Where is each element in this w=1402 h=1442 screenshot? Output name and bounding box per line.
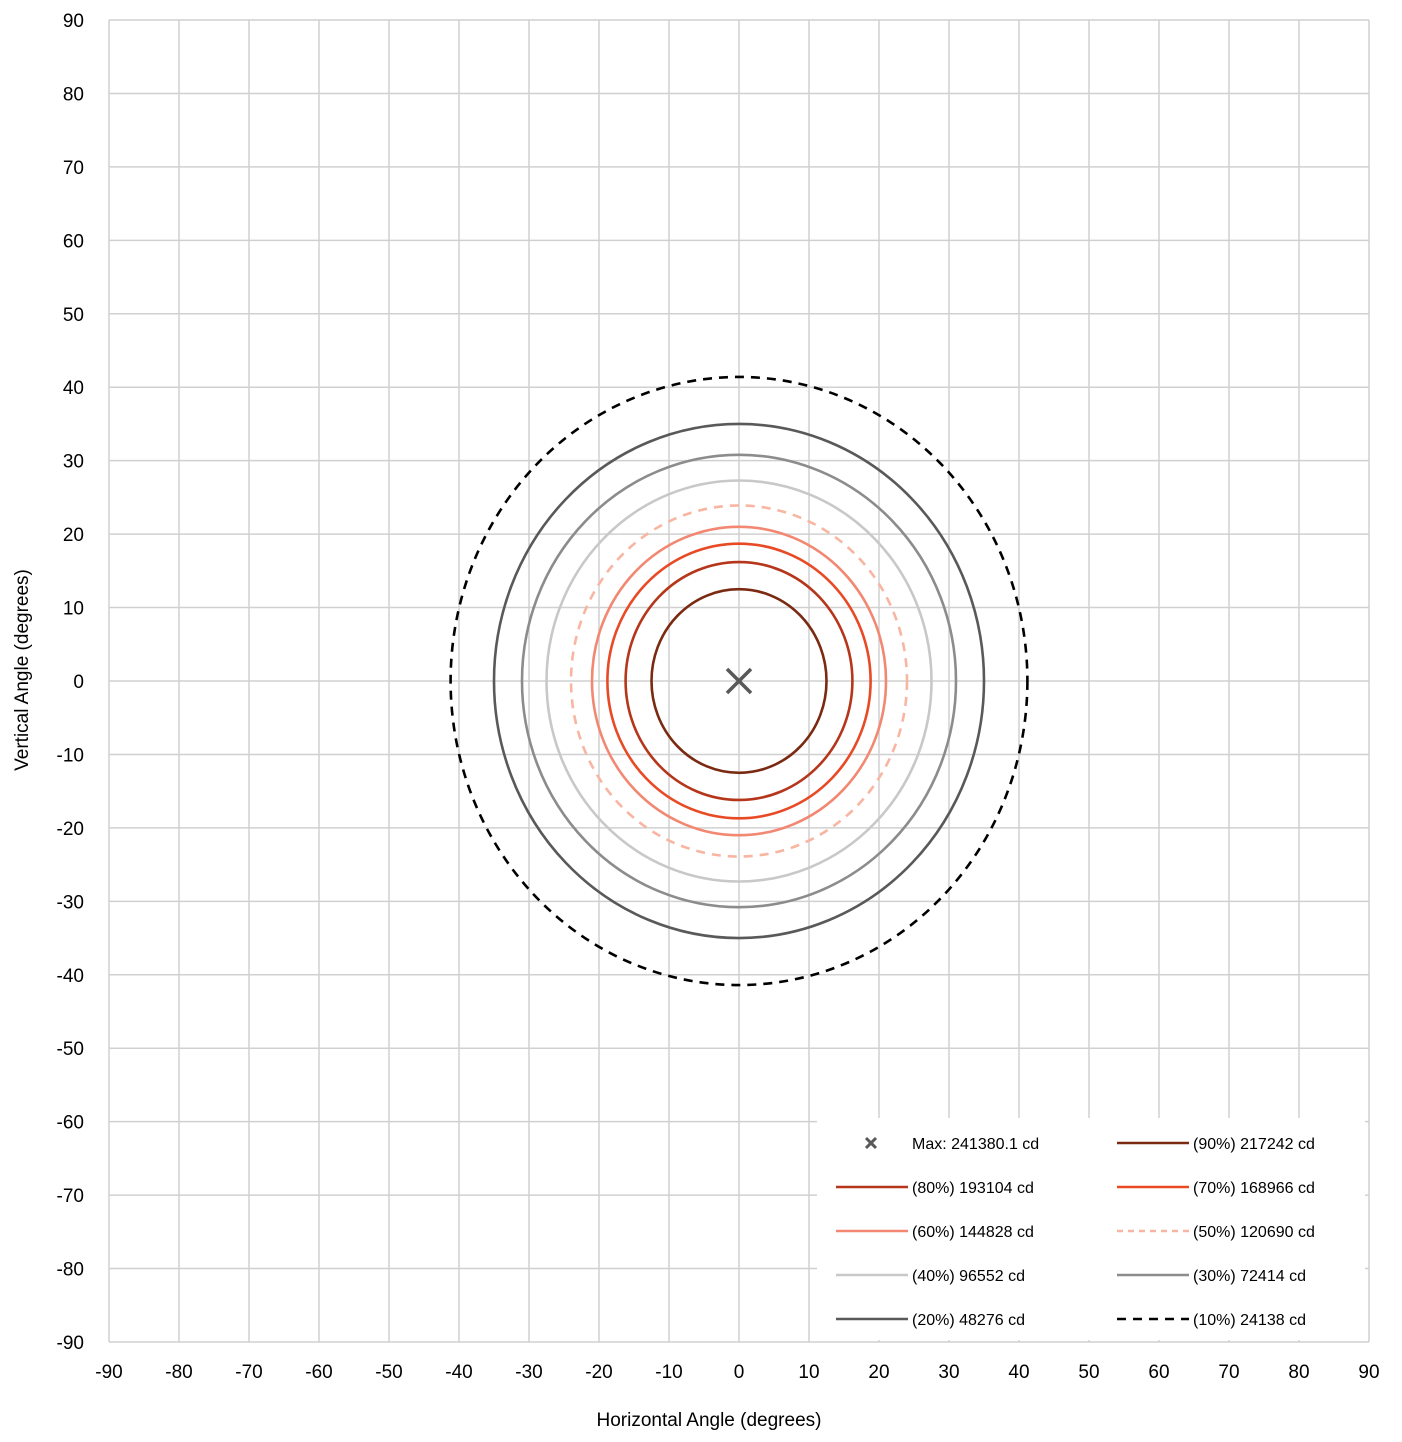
max-marker (725, 667, 753, 695)
x-tick-label: 50 (1078, 1362, 1099, 1383)
y-tick-label: 50 (63, 305, 84, 326)
y-axis-ticks: 90 80 70 60 50 40 30 20 10 0 -10 -20 -30 -40 -50 -60 -70… (57, 11, 84, 1354)
contour-line (569, 504, 909, 858)
x-tick-label: -10 (655, 1362, 682, 1383)
y-tick-label: -30 (57, 892, 84, 913)
x-tick-label: 20 (868, 1362, 889, 1383)
x-tick-label: -90 (95, 1362, 122, 1383)
x-tick-label: 40 (1008, 1362, 1029, 1383)
y-axis-title: Vertical Angle (degrees) (12, 569, 33, 771)
x-tick-label: -30 (515, 1362, 542, 1383)
x-tick-label: 30 (938, 1362, 959, 1383)
y-tick-label: 10 (63, 599, 84, 620)
max-marker-stroke (725, 667, 753, 695)
y-tick-label: 90 (63, 11, 84, 32)
contour-line (606, 542, 872, 820)
legend-label: (80%) 193104 cd (912, 1180, 1034, 1197)
x-axis-ticks: -90 -80 -70 -60 -50 -40 -30 -20 -10 0 10 20 30 40 50 60… (95, 1362, 1379, 1383)
legend-label: (90%) 217242 cd (1193, 1136, 1315, 1153)
legend-label: (40%) 96552 cd (912, 1268, 1025, 1285)
legend-label: (60%) 144828 cd (912, 1224, 1034, 1241)
legend-label: (30%) 72414 cd (1193, 1268, 1306, 1285)
contour-line (449, 375, 1029, 987)
y-tick-label: 80 (63, 84, 84, 105)
contour-line (624, 560, 854, 802)
x-tick-label: -50 (375, 1362, 402, 1383)
legend: Max: 241380.1 cd (90%) 217242 cd (80%) 193… (817, 1118, 1365, 1340)
legend-box (817, 1118, 1365, 1340)
legend-label: Max: 241380.1 cd (912, 1136, 1039, 1153)
y-tick-label: -80 (57, 1260, 84, 1281)
x-tick-label: 70 (1218, 1362, 1239, 1383)
contour-line (545, 479, 933, 883)
x-tick-label: -80 (165, 1362, 192, 1383)
x-tick-label: 90 (1358, 1362, 1379, 1383)
x-tick-label: -20 (585, 1362, 612, 1383)
x-tick-label: -70 (235, 1362, 262, 1383)
x-axis-title: Horizontal Angle (degrees) (597, 1410, 822, 1431)
contour-line (520, 453, 958, 909)
x-tick-label: -40 (445, 1362, 472, 1383)
contour-lines (449, 375, 1029, 987)
y-tick-label: 60 (63, 231, 84, 252)
contour-line (650, 587, 828, 775)
y-tick-label: 70 (63, 158, 84, 179)
y-tick-label: 0 (73, 672, 84, 693)
y-tick-label: 20 (63, 525, 84, 546)
y-tick-label: -90 (57, 1333, 84, 1354)
y-tick-label: -70 (57, 1186, 84, 1207)
y-tick-label: -50 (57, 1039, 84, 1060)
y-tick-label: -20 (57, 819, 84, 840)
legend-label: (70%) 168966 cd (1193, 1180, 1315, 1197)
y-tick-label: -10 (57, 745, 84, 766)
legend-label: (50%) 120690 cd (1193, 1224, 1315, 1241)
y-tick-label: -60 (57, 1113, 84, 1134)
legend-label: (20%) 48276 cd (912, 1312, 1025, 1329)
x-tick-label: 0 (734, 1362, 745, 1383)
x-tick-label: -60 (305, 1362, 332, 1383)
x-tick-label: 10 (798, 1362, 819, 1383)
x-tick-label: 60 (1148, 1362, 1169, 1383)
y-tick-label: 30 (63, 452, 84, 473)
contour-line (590, 525, 888, 837)
legend-label: (10%) 24138 cd (1193, 1312, 1306, 1329)
y-tick-label: 40 (63, 378, 84, 399)
x-tick-label: 80 (1288, 1362, 1309, 1383)
y-tick-label: -40 (57, 966, 84, 987)
contour-line (492, 422, 986, 940)
legend-marker (864, 1136, 878, 1150)
